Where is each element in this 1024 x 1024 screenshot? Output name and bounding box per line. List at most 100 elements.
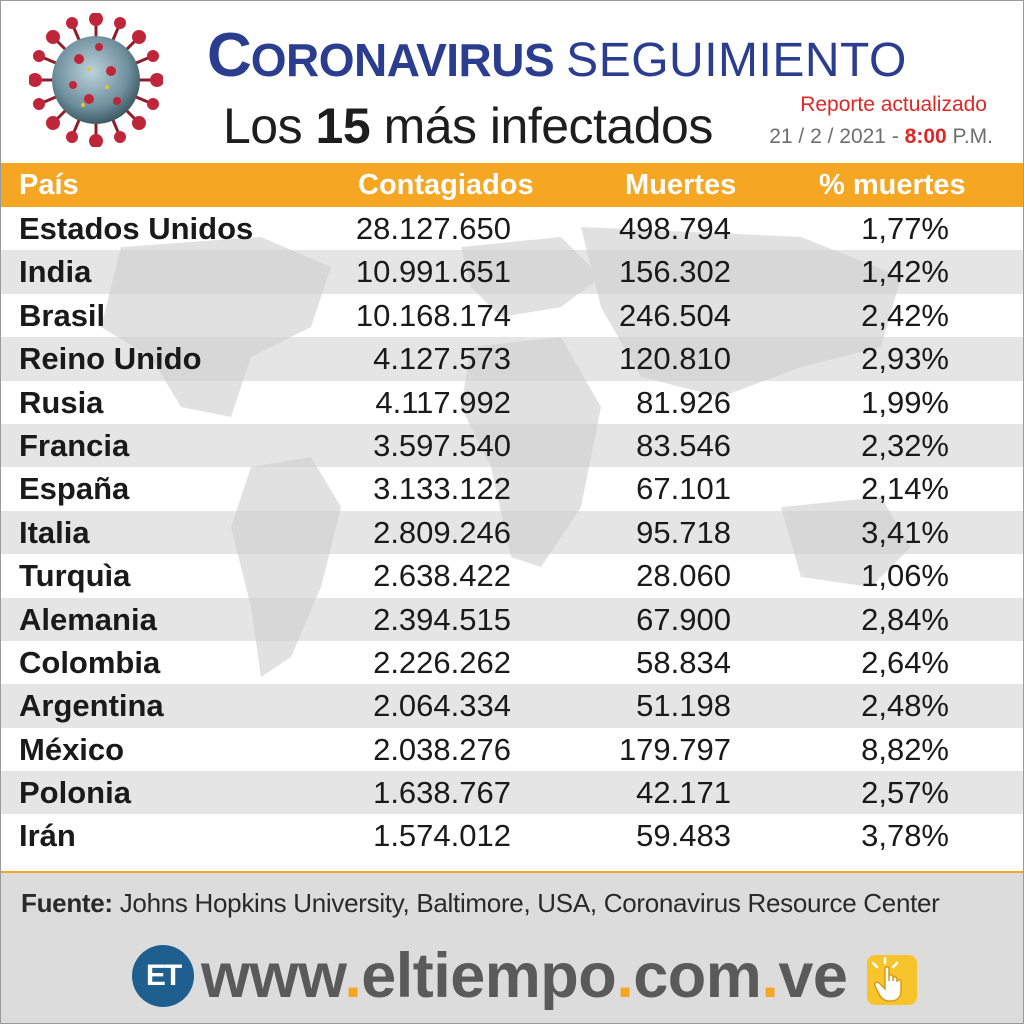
cases-cell: 2.038.276 xyxy=(373,731,511,767)
source-bar: Fuente: Johns Hopkins University, Baltim… xyxy=(1,871,1023,935)
url-dot: . xyxy=(344,941,362,1011)
deaths-cell: 51.198 xyxy=(636,688,731,724)
source-line: Fuente: Johns Hopkins University, Baltim… xyxy=(21,873,940,933)
table-row: Italia 2.809.246 95.718 3,41% xyxy=(1,510,1023,555)
cases-cell: 1.638.767 xyxy=(373,775,511,811)
source-label: Fuente: xyxy=(21,888,113,918)
cases-cell: 2.809.246 xyxy=(373,514,511,550)
subtitle-number: 15 xyxy=(315,98,371,154)
country-cell: Italia xyxy=(19,514,90,550)
percent-cell: 3,41% xyxy=(861,514,949,550)
deaths-cell: 67.101 xyxy=(636,471,731,507)
percent-cell: 2,64% xyxy=(861,644,949,680)
percent-cell: 2,14% xyxy=(861,471,949,507)
website-link[interactable]: www.eltiempo.com.ve xyxy=(201,939,848,1013)
table-row: México 2.038.276 179.797 8,82% xyxy=(1,728,1023,771)
table-row: Francia 3.597.540 83.546 2,32% xyxy=(1,423,1023,468)
time-value: 8:00 xyxy=(904,125,947,148)
et-logo[interactable]: ET xyxy=(132,945,194,1007)
cases-cell: 4.127.573 xyxy=(373,341,511,377)
title-initial: C xyxy=(207,21,252,90)
percent-cell: 2,48% xyxy=(861,688,949,724)
cases-cell: 2.226.262 xyxy=(373,644,511,680)
deaths-cell: 59.483 xyxy=(636,818,731,854)
page-subtitle: Los 15 más infectados xyxy=(223,97,713,155)
percent-cell: 2,57% xyxy=(861,775,949,811)
virus-icon xyxy=(29,13,163,147)
table-body: Estados Unidos 28.127.650 498.794 1,77% Ind… xyxy=(1,207,1023,858)
url-dot: . xyxy=(761,941,779,1011)
title-second: SEGUIMIENTO xyxy=(566,34,907,87)
column-header-country[interactable]: País xyxy=(19,169,79,201)
country-cell: Brasil xyxy=(19,297,106,333)
deaths-cell: 156.302 xyxy=(618,254,731,290)
brand-bar: ET www.eltiempo.com.ve xyxy=(1,935,1023,1023)
report-date: 21 / 2 / 2021 - 8:00 P.M. xyxy=(769,125,993,149)
country-cell: Reino Unido xyxy=(19,341,202,377)
table-row: Estados Unidos 28.127.650 498.794 1,77% xyxy=(1,207,1023,250)
deaths-cell: 95.718 xyxy=(636,514,731,550)
cases-cell: 4.117.992 xyxy=(375,384,511,420)
percent-cell: 2,32% xyxy=(861,427,949,463)
table-row: Colombia 2.226.262 58.834 2,64% xyxy=(1,641,1023,684)
cases-cell: 10.991.651 xyxy=(355,254,511,290)
source-text: Johns Hopkins University, Baltimore, USA… xyxy=(119,888,940,918)
country-cell: Colombia xyxy=(19,644,161,680)
deaths-cell: 83.546 xyxy=(636,427,731,463)
country-cell: Turquìa xyxy=(19,558,131,594)
percent-cell: 3,78% xyxy=(861,818,949,854)
country-cell: España xyxy=(19,471,130,507)
deaths-cell: 42.171 xyxy=(636,775,731,811)
column-header-deaths[interactable]: Muertes xyxy=(625,169,737,201)
country-cell: Rusia xyxy=(19,384,104,420)
country-cell: Alemania xyxy=(19,601,157,637)
url-ve: ve xyxy=(778,941,848,1011)
deaths-cell: 67.900 xyxy=(636,601,731,637)
date-value: 21 / 2 / 2021 - xyxy=(769,125,899,148)
title-rest: ORONAVIRUS xyxy=(250,34,555,86)
cases-cell: 2.638.422 xyxy=(373,558,511,594)
table-row: España 3.133.122 67.101 2,14% xyxy=(1,467,1023,510)
percent-cell: 2,84% xyxy=(861,601,949,637)
percent-cell: 1,77% xyxy=(861,211,949,246)
percent-cell: 1,06% xyxy=(861,558,949,594)
url-com: com xyxy=(633,941,762,1011)
table-row: Alemania 2.394.515 67.900 2,84% xyxy=(1,597,1023,641)
deaths-cell: 28.060 xyxy=(636,558,731,594)
country-cell: Argentina xyxy=(19,688,164,724)
click-hand-icon[interactable] xyxy=(867,955,917,1005)
subtitle-suffix: más infectados xyxy=(383,98,714,154)
percent-cell: 2,93% xyxy=(861,341,949,377)
table-row: Irán 1.574.012 59.483 3,78% xyxy=(1,814,1023,857)
column-header-cases[interactable]: Contagiados xyxy=(358,169,534,201)
deaths-cell: 498.794 xyxy=(618,211,731,246)
cases-cell: 3.597.540 xyxy=(373,427,511,463)
table-row: India 10.991.651 156.302 1,42% xyxy=(1,250,1023,294)
table-row: Turquìa 2.638.422 28.060 1,06% xyxy=(1,554,1023,597)
table-row: Rusia 4.117.992 81.926 1,99% xyxy=(1,381,1023,424)
table-row: Brasil 10.168.174 246.504 2,42% xyxy=(1,294,1023,337)
header: CORONAVIRUS SEGUIMIENTO Los 15 más infect… xyxy=(1,1,1023,163)
cases-cell: 3.133.122 xyxy=(373,471,511,507)
url-www: www xyxy=(201,941,345,1011)
report-label: Reporte actualizado xyxy=(800,93,987,116)
country-cell: México xyxy=(19,731,125,767)
country-cell: Irán xyxy=(19,818,76,854)
table-row: Reino Unido 4.127.573 120.810 2,93% xyxy=(1,337,1023,381)
column-header-percent[interactable]: % muertes xyxy=(819,169,966,201)
table-row: Polonia 1.638.767 42.171 2,57% xyxy=(1,771,1023,815)
cases-cell: 2.394.515 xyxy=(373,601,511,637)
percent-cell: 1,99% xyxy=(861,384,949,420)
country-cell: Polonia xyxy=(19,775,131,811)
cases-cell: 10.168.174 xyxy=(355,297,511,333)
time-suffix: P.M. xyxy=(952,125,993,148)
country-cell: India xyxy=(19,254,92,290)
infection-table: País Contagiados Muertes % muertes Estad… xyxy=(1,163,1023,871)
deaths-cell: 81.926 xyxy=(636,384,731,420)
page-title: CORONAVIRUS SEGUIMIENTO xyxy=(207,23,907,89)
country-cell: Estados Unidos xyxy=(19,211,254,246)
deaths-cell: 246.504 xyxy=(618,297,731,333)
country-cell: Francia xyxy=(19,427,130,463)
deaths-cell: 179.797 xyxy=(618,731,731,767)
